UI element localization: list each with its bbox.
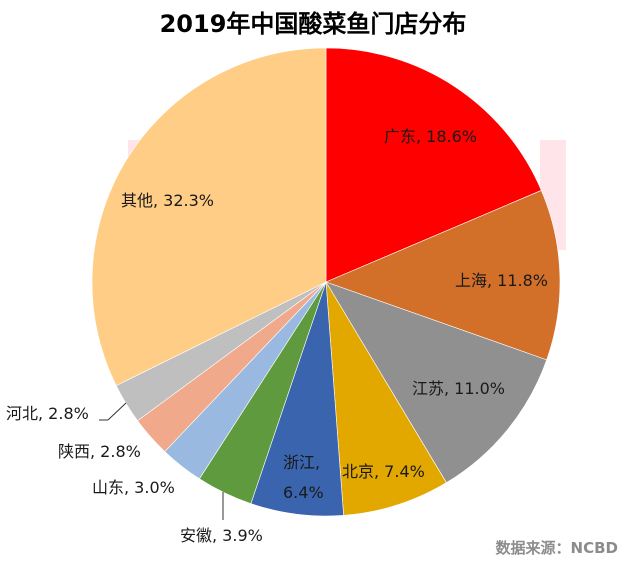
pie-slice-1 [325,190,561,361]
label-jiangsu: 江苏, 11.0% [412,379,505,398]
pie-slice-9 [91,47,327,387]
label-guangdong: 广东, 18.6% [384,127,477,146]
pie-slices [91,47,561,517]
chart-title: 2019年中国酸菜鱼门店分布 [159,10,467,38]
label-shandong: 山东, 3.0% [92,478,175,497]
label-beijing: 北京, 7.4% [342,462,425,481]
label-zhejiang-line1: 浙江, [283,453,320,472]
label-anhui: 安徽, 3.9% [180,526,263,545]
data-source-note: 数据来源：NCBD [495,539,618,557]
label-zhejiang-line2: 6.4% [283,483,324,502]
label-hebei: 河北, 2.8% [6,404,89,423]
label-shanghai: 上海, 11.8% [455,271,548,290]
pie-slice-3 [325,281,447,516]
pie-slice-0 [325,47,542,283]
leader-line-hebei-diag [107,402,127,421]
label-other: 其他, 32.3% [121,191,214,210]
label-shaanxi: 陕西, 2.8% [58,442,141,461]
pie-slice-2 [325,281,548,484]
